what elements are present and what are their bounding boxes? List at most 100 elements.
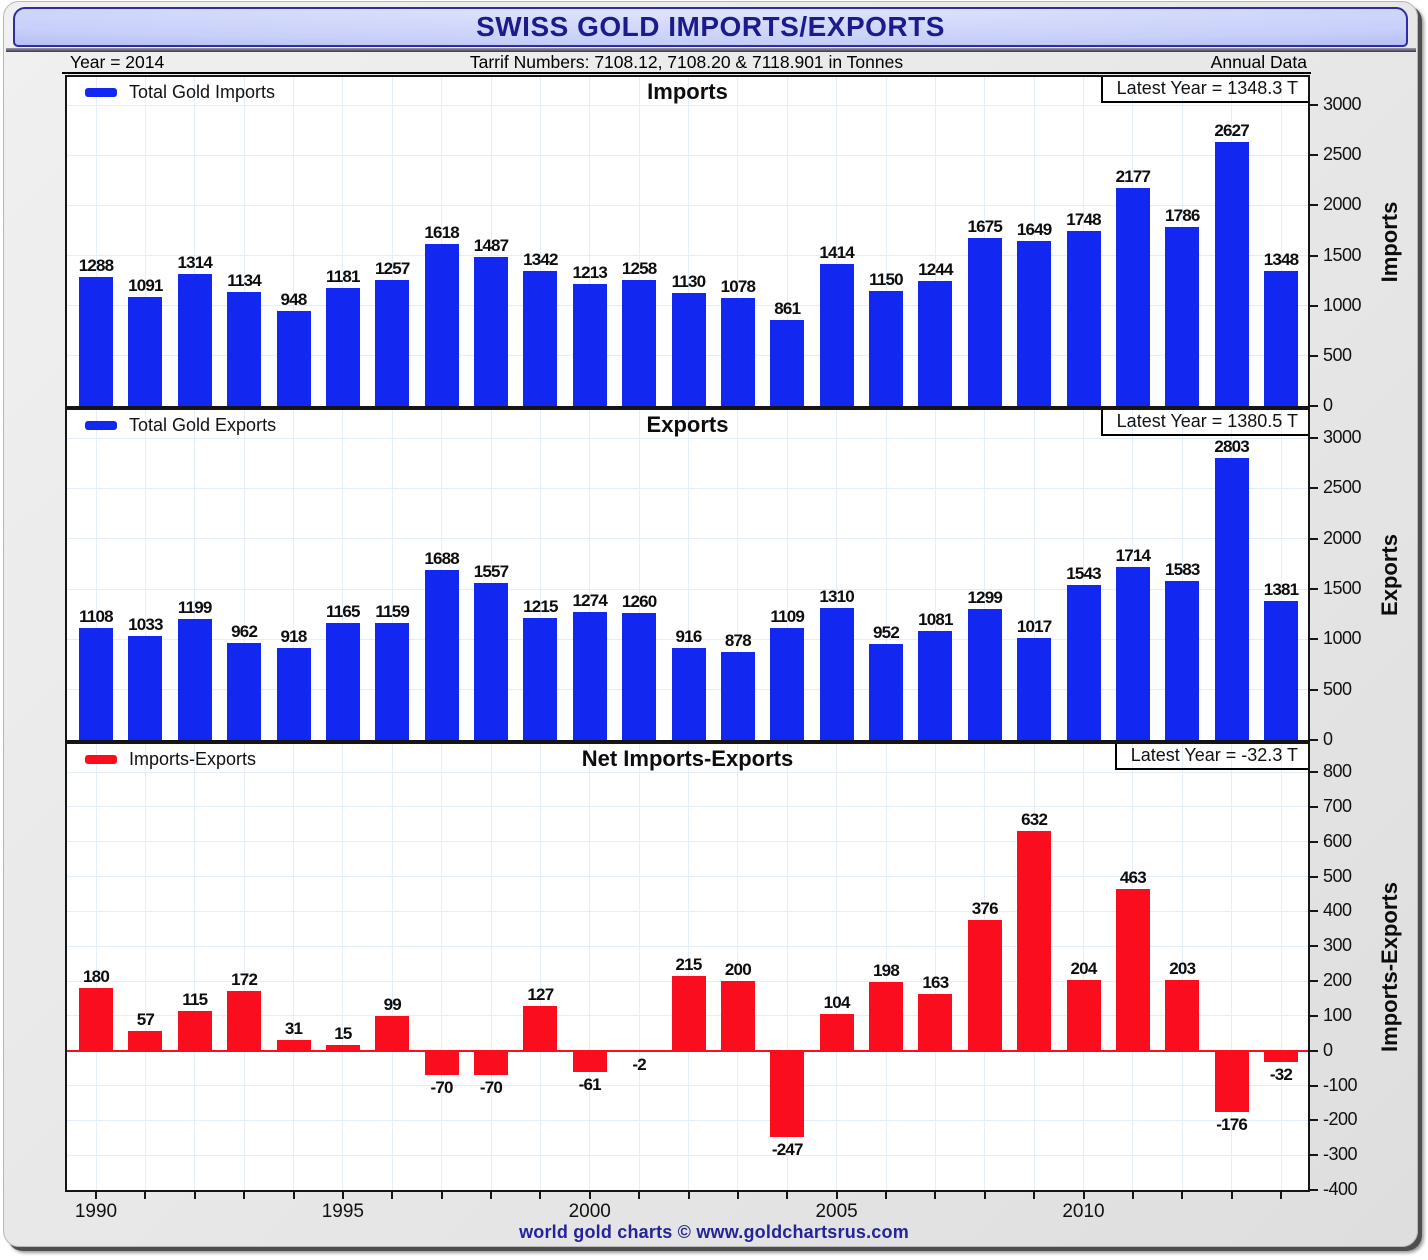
x-axis-tick bbox=[1230, 1192, 1233, 1199]
title-band-underline bbox=[6, 48, 1416, 52]
y-axis-tick-label: 1500 bbox=[1323, 244, 1362, 265]
year-gridline bbox=[737, 77, 739, 406]
y-axis-tick-label: 400 bbox=[1323, 900, 1352, 921]
y-axis-tick-label: 100 bbox=[1323, 1004, 1352, 1025]
year-gridline bbox=[391, 77, 393, 406]
y-axis-tick bbox=[1310, 771, 1318, 773]
bar bbox=[720, 981, 755, 1051]
net-imports-exports-axis-title: Imports-Exports bbox=[1377, 882, 1402, 1052]
bar-value-label: 163 bbox=[922, 972, 949, 992]
x-axis-tick bbox=[193, 1192, 196, 1199]
bar bbox=[1214, 1050, 1249, 1112]
value-gridline bbox=[67, 104, 1308, 106]
bar bbox=[720, 297, 755, 406]
year-gridline bbox=[194, 744, 196, 1190]
bar bbox=[720, 651, 755, 740]
bar-value-label: 1342 bbox=[523, 250, 558, 270]
year-gridline bbox=[342, 744, 344, 1190]
bar-value-label: 1543 bbox=[1066, 563, 1101, 583]
bar-value-label: 1288 bbox=[78, 255, 114, 275]
y-axis-tick-label: 200 bbox=[1323, 970, 1352, 990]
bar bbox=[1115, 187, 1150, 406]
year-gridline bbox=[1083, 410, 1084, 740]
bar bbox=[819, 264, 854, 406]
x-axis-tick bbox=[490, 1192, 492, 1199]
value-gridline bbox=[67, 945, 1308, 947]
year-gridline bbox=[243, 744, 245, 1190]
value-gridline bbox=[67, 588, 1308, 590]
bar bbox=[1264, 1050, 1298, 1062]
x-axis-tick bbox=[983, 1192, 986, 1199]
year-gridline bbox=[490, 77, 492, 406]
x-axis-tick bbox=[391, 1192, 394, 1199]
bar bbox=[622, 613, 657, 740]
y-axis-tick-label: 2000 bbox=[1323, 527, 1362, 548]
bar bbox=[474, 256, 508, 406]
net-imports-exports-legend-swatch bbox=[85, 755, 117, 764]
y-axis-tick-label: 3000 bbox=[1323, 427, 1362, 447]
bar bbox=[622, 279, 657, 406]
x-axis-year-label: 2005 bbox=[815, 1201, 858, 1222]
bar-value-label: 1181 bbox=[326, 266, 360, 286]
bar bbox=[967, 609, 1002, 740]
y-axis-tick bbox=[1310, 739, 1318, 741]
imports-panel: 1288 1091 1314 1134 948 1181 1257 1618 1487 1342 1… bbox=[65, 75, 1310, 408]
y-axis-tick bbox=[1310, 945, 1318, 948]
title-band: SWISS GOLD IMPORTS/EXPORTS bbox=[13, 7, 1408, 47]
bar-value-label: 1033 bbox=[128, 615, 163, 634]
year-gridline bbox=[539, 744, 541, 1190]
year-gridline bbox=[1181, 744, 1183, 1190]
y-axis-tick bbox=[1310, 910, 1318, 913]
bar bbox=[770, 319, 805, 406]
y-axis-tick bbox=[1310, 1189, 1318, 1191]
year-gridline bbox=[885, 77, 887, 406]
y-axis-tick-label: 1000 bbox=[1323, 628, 1362, 649]
x-axis-tick bbox=[885, 1192, 887, 1199]
tarrif-label: Tarrif Numbers: 7108.12, 7108.20 & 7118.… bbox=[469, 52, 904, 72]
y-axis-tick bbox=[1310, 487, 1318, 490]
y-axis-tick bbox=[1310, 805, 1318, 808]
x-axis-tick bbox=[786, 1192, 789, 1199]
year-gridline bbox=[293, 410, 294, 740]
y-axis-tick bbox=[1310, 154, 1318, 157]
bar bbox=[227, 292, 262, 406]
value-gridline bbox=[67, 1119, 1308, 1121]
bar-value-label: 878 bbox=[724, 630, 752, 650]
bar-value-label: 200 bbox=[724, 960, 752, 979]
bar bbox=[671, 647, 706, 740]
bar bbox=[523, 617, 558, 740]
year-gridline bbox=[144, 410, 146, 740]
bar bbox=[869, 290, 903, 406]
bar-value-label: 215 bbox=[675, 954, 703, 974]
value-gridline bbox=[67, 255, 1308, 256]
bar-value-label: 1274 bbox=[572, 590, 608, 610]
year-gridline bbox=[490, 410, 492, 740]
bar-value-label: 1649 bbox=[1016, 219, 1052, 239]
bar-value-label: 203 bbox=[1169, 958, 1196, 978]
bar-value-label: 952 bbox=[873, 623, 900, 643]
bar-value-label: 1017 bbox=[1016, 616, 1052, 636]
bar bbox=[1115, 567, 1150, 740]
bar-value-label: -32 bbox=[1269, 1064, 1293, 1084]
year-gridline bbox=[1280, 410, 1282, 740]
value-gridline bbox=[67, 204, 1308, 206]
bar-value-label: 918 bbox=[280, 626, 308, 646]
bar bbox=[424, 243, 459, 406]
bar bbox=[79, 276, 113, 406]
y-axis-tick-label: 0 bbox=[1323, 729, 1333, 749]
bar bbox=[276, 647, 311, 740]
bar bbox=[424, 570, 459, 740]
bar bbox=[671, 975, 706, 1051]
bar bbox=[227, 990, 262, 1051]
bar-value-label: 962 bbox=[231, 622, 258, 642]
y-axis-tick-label: 2000 bbox=[1323, 194, 1362, 215]
bar-value-label: 198 bbox=[873, 960, 900, 980]
exports-title: Exports bbox=[646, 412, 729, 437]
y-axis-tick bbox=[1310, 840, 1318, 843]
bar-value-label: 861 bbox=[774, 298, 801, 318]
y-axis-tick-label: 500 bbox=[1323, 678, 1352, 699]
year-gridline bbox=[342, 410, 344, 740]
y-axis-tick bbox=[1310, 437, 1318, 439]
bar bbox=[572, 611, 607, 740]
bar-value-label: 127 bbox=[527, 985, 554, 1005]
